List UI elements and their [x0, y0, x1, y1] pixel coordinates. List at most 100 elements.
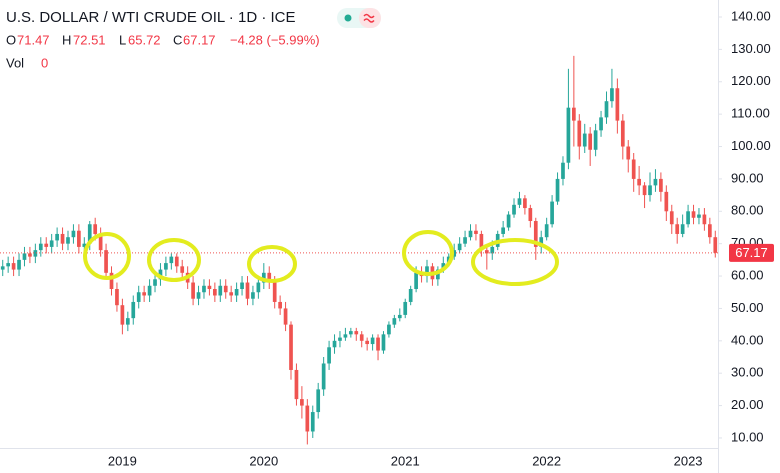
- candle-body: [637, 178, 641, 186]
- candle-body: [153, 279, 157, 286]
- candle-body: [713, 237, 718, 253]
- candle-body: [66, 237, 70, 244]
- candle-body: [610, 88, 614, 102]
- candle-body: [142, 292, 146, 296]
- candle-body: [261, 272, 266, 283]
- candle-body: [359, 334, 364, 341]
- candle-body: [539, 237, 544, 247]
- candle-body: [463, 237, 467, 244]
- candle-body: [408, 289, 413, 302]
- candle-body: [642, 185, 647, 196]
- candle-body: [697, 214, 701, 218]
- candle-body: [702, 214, 707, 225]
- candle-body: [256, 282, 261, 293]
- candle-body: [55, 233, 59, 241]
- y-tick-label: 110.00: [731, 106, 770, 121]
- candle-body: [354, 331, 359, 335]
- y-tick-label: 60.00: [731, 267, 764, 282]
- candle-body: [272, 282, 277, 302]
- candle-body: [452, 250, 457, 257]
- candle-body: [615, 88, 620, 121]
- candle-body: [283, 308, 288, 325]
- candle-body: [109, 272, 114, 290]
- candle-body: [294, 369, 299, 400]
- ohlc-value: 72.51: [73, 32, 106, 47]
- candle-body: [588, 133, 593, 150]
- y-tick-label: 30.00: [731, 365, 764, 380]
- candle-body: [131, 301, 136, 319]
- candle-body: [213, 289, 217, 296]
- y-tick-label: 90.00: [731, 170, 764, 185]
- candle-body: [38, 243, 43, 251]
- candle-body: [60, 233, 65, 244]
- candle-body: [169, 256, 174, 264]
- y-tick-label: 40.00: [731, 332, 764, 347]
- candle-body: [191, 282, 195, 299]
- x-tick-label: 2022: [532, 453, 561, 468]
- candle-body: [300, 399, 304, 406]
- candle-body: [484, 250, 489, 254]
- y-tick-label: 10.00: [731, 429, 764, 444]
- candle-body: [234, 289, 239, 296]
- candle-body: [87, 224, 92, 244]
- candle-body: [0, 266, 5, 270]
- x-tick-label: 2021: [391, 453, 420, 468]
- candle-body: [370, 337, 375, 345]
- candle-body: [533, 221, 538, 247]
- price-change: −4.28 (−5.99%): [230, 32, 320, 47]
- x-tick-label: 2020: [249, 453, 278, 468]
- candle-body: [310, 412, 315, 432]
- candle-body: [550, 201, 554, 225]
- candle-body: [180, 266, 185, 273]
- candle-body: [229, 292, 234, 296]
- y-tick-label: 130.00: [731, 41, 771, 56]
- candle-body: [392, 318, 397, 325]
- candle-body: [577, 120, 582, 147]
- candle-body: [125, 318, 130, 325]
- y-tick-label: 50.00: [731, 300, 764, 315]
- candle-body: [474, 230, 478, 234]
- candle-body: [707, 224, 712, 238]
- candle-body: [11, 263, 16, 270]
- highlight-circle: [247, 245, 297, 283]
- candle-body: [49, 240, 54, 247]
- candle-body: [240, 282, 244, 290]
- candle-body: [403, 301, 408, 315]
- candle-body: [544, 224, 549, 238]
- highlight-circle: [402, 230, 454, 276]
- candle-body: [207, 285, 212, 290]
- candle-body: [104, 250, 108, 273]
- y-tick-label: 140.00: [731, 8, 771, 23]
- candle-body: [332, 340, 337, 348]
- symbol-title[interactable]: U.S. DOLLAR / WTI CRUDE OIL · 1D · ICE: [6, 9, 295, 26]
- candle-body: [218, 285, 223, 296]
- candle-body: [17, 259, 21, 270]
- header-bg: [0, 0, 390, 76]
- y-tick-label: 80.00: [731, 203, 764, 218]
- ohlc-value: 67.17: [183, 32, 216, 47]
- candle-body: [164, 263, 168, 270]
- candle-body: [376, 337, 380, 351]
- last-price-label: 67.17: [735, 245, 768, 260]
- candle-body: [620, 120, 625, 147]
- candle-body: [115, 289, 119, 306]
- candle-body: [120, 305, 125, 325]
- highlight-circles: [83, 230, 559, 286]
- candle-body: [365, 340, 370, 345]
- candle-body: [599, 117, 603, 131]
- ohlc-label: H: [62, 32, 71, 47]
- candle-body: [414, 272, 418, 290]
- candle-body: [305, 405, 310, 432]
- candle-body: [316, 389, 321, 413]
- ohlc-label: L: [119, 32, 126, 47]
- candle-body: [82, 243, 87, 247]
- candle-body: [425, 266, 429, 277]
- last-price-tag: [729, 243, 774, 262]
- candle-body: [664, 191, 669, 212]
- candle-body: [136, 292, 141, 302]
- candle-body: [71, 230, 76, 238]
- candle-body: [381, 334, 386, 351]
- ohlc-label: C: [173, 32, 182, 47]
- x-tick-label: 2023: [674, 453, 703, 468]
